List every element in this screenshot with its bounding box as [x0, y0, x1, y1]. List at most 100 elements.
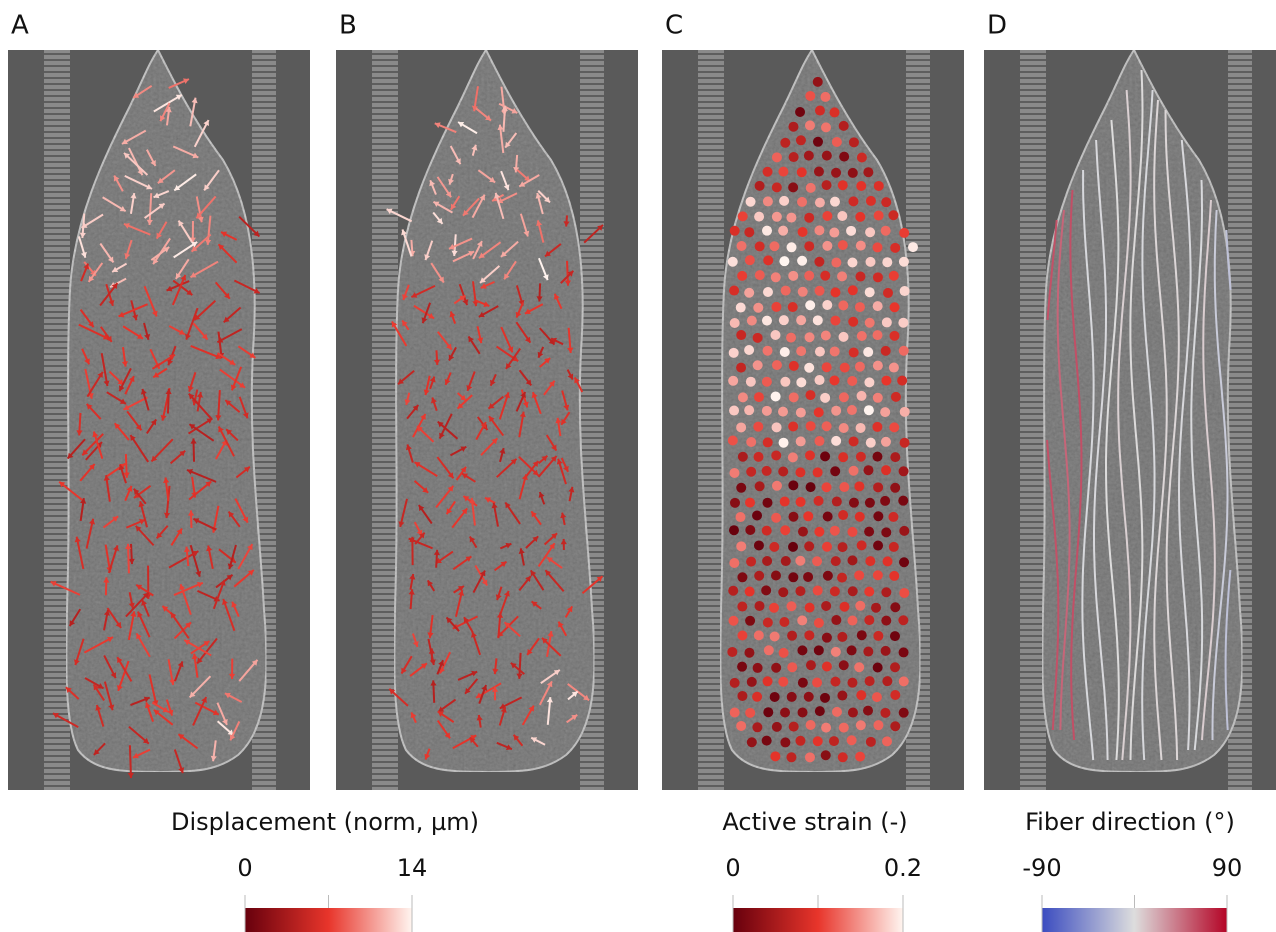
- strain-dot: [771, 272, 781, 282]
- strain-dot: [899, 557, 909, 567]
- strain-dot: [806, 421, 816, 431]
- strain-dot: [729, 406, 739, 416]
- strain-dot: [730, 707, 740, 717]
- strain-dot: [855, 601, 865, 611]
- strain-dot: [796, 315, 806, 325]
- strain-dot: [838, 542, 848, 552]
- strain-dot: [755, 270, 765, 280]
- strain-dot: [849, 466, 859, 476]
- strain-dot: [874, 211, 884, 221]
- strain-dot: [873, 570, 883, 580]
- strain-dot: [736, 363, 746, 373]
- strain-dot: [880, 407, 890, 417]
- strain-dot: [788, 572, 798, 582]
- strain-dot: [890, 631, 900, 641]
- strain-dot: [797, 615, 807, 625]
- strain-dot: [805, 120, 815, 130]
- strain-dot: [803, 572, 813, 582]
- strain-dot: [822, 633, 832, 643]
- strain-dot: [779, 315, 789, 325]
- strain-dot: [865, 318, 875, 328]
- strain-dot: [856, 690, 866, 700]
- strain-dot: [837, 211, 847, 221]
- strain-dot: [890, 721, 900, 731]
- strain-dot: [855, 302, 865, 312]
- strain-dot: [806, 660, 816, 670]
- strain-dot: [831, 406, 841, 416]
- strain-dot: [822, 542, 832, 552]
- strain-dot: [832, 497, 842, 507]
- strain-dot: [899, 346, 909, 356]
- strain-dot: [883, 288, 893, 298]
- strain-dot: [795, 467, 805, 477]
- strain-dot: [864, 405, 874, 415]
- colorbar-title: Active strain (-): [722, 808, 907, 836]
- strain-dot: [771, 663, 781, 673]
- strain-dot: [898, 496, 908, 506]
- colorbar-title: Displacement (norm, µm): [171, 808, 479, 836]
- colorbar-title: Fiber direction (°): [1025, 808, 1235, 836]
- strain-dot: [847, 555, 857, 565]
- strain-dot: [840, 363, 850, 373]
- strain-dot: [778, 226, 788, 236]
- strain-dot: [737, 631, 747, 641]
- strain-dot: [855, 212, 865, 222]
- strain-dot: [830, 526, 840, 536]
- strain-dot: [815, 286, 825, 296]
- strain-dot: [889, 331, 899, 341]
- strain-dot: [848, 285, 858, 295]
- strain-dot: [847, 735, 857, 745]
- strain-dot: [815, 106, 825, 116]
- strain-dot: [778, 677, 788, 687]
- strain-dot: [864, 527, 874, 537]
- strain-dot: [890, 690, 900, 700]
- strain-dot: [772, 481, 782, 491]
- strain-dot: [883, 556, 893, 566]
- strain-dot: [730, 226, 740, 236]
- strain-dot: [771, 513, 781, 523]
- strain-dot: [822, 151, 832, 161]
- strain-dot: [856, 241, 866, 251]
- strain-dot: [848, 317, 858, 327]
- strain-dot: [804, 151, 814, 161]
- strain-dot: [788, 421, 798, 431]
- strain-dot: [728, 257, 738, 267]
- strain-dot: [796, 135, 806, 145]
- strain-dot: [763, 437, 773, 447]
- strain-dot: [830, 287, 840, 297]
- strain-dot: [832, 137, 842, 147]
- strain-dot: [849, 347, 859, 357]
- strain-dot: [772, 422, 782, 432]
- strain-dot: [889, 363, 899, 373]
- strain-dot: [830, 586, 840, 596]
- page: { "panels": [ {"label": "A"}, {"label": …: [0, 0, 1276, 932]
- strain-dot: [829, 375, 839, 385]
- strain-dot: [786, 333, 796, 343]
- strain-dot: [753, 422, 763, 432]
- strain-dot: [831, 556, 841, 566]
- strain-dot: [881, 587, 891, 597]
- strain-dot: [866, 196, 876, 206]
- strain-dot: [854, 662, 864, 672]
- strain-dot: [899, 708, 909, 718]
- panel: [662, 50, 964, 790]
- strain-dot: [804, 213, 814, 223]
- strain-dot: [839, 423, 849, 433]
- strain-dot: [815, 706, 825, 716]
- strain-dot: [796, 346, 806, 356]
- strain-dot: [771, 302, 781, 312]
- strain-dot: [755, 601, 765, 611]
- strain-dot: [881, 376, 891, 386]
- strain-dot: [804, 630, 814, 640]
- strain-dot: [763, 255, 773, 265]
- strain-dot: [823, 511, 833, 521]
- strain-dot: [831, 436, 841, 446]
- strain-dot: [889, 271, 899, 281]
- strain-dot: [729, 558, 739, 568]
- strain-dot: [821, 601, 831, 611]
- strain-dot: [780, 377, 790, 387]
- strain-dot: [762, 466, 772, 476]
- strain-dot: [822, 180, 832, 190]
- colorbar-tick-label: 14: [397, 854, 428, 882]
- strain-dot: [857, 331, 867, 341]
